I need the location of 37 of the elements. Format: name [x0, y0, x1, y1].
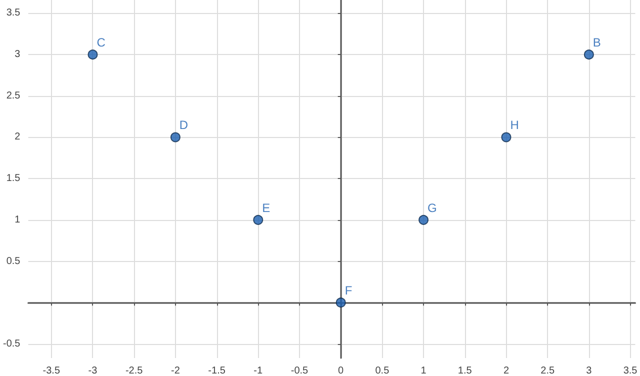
x-tick-label: -3	[88, 366, 98, 376]
y-tick-label: 2	[14, 132, 21, 143]
x-tick-label: -1	[254, 366, 264, 376]
annotation: H	[510, 118, 519, 132]
x-tick-label: 3	[586, 366, 592, 376]
annotation: C	[96, 36, 106, 50]
annotation: G	[428, 200, 437, 215]
y-tick-label: 3	[14, 49, 21, 60]
point	[418, 214, 429, 225]
annotation: E	[262, 200, 270, 215]
y-tick-label: 3.5	[6, 8, 21, 19]
x-tick-label: 0	[338, 366, 344, 376]
x-tick-label: -3.5	[42, 366, 60, 376]
x-tick-label: 2.5	[540, 366, 555, 376]
x-tick-label: 3.5	[623, 366, 638, 376]
x-tick-label: 2	[503, 366, 510, 376]
point	[170, 132, 180, 142]
y-tick-label: 1	[14, 214, 21, 226]
x-tick-label: -1.5	[208, 366, 226, 376]
annotation: D	[179, 118, 188, 132]
point	[336, 298, 346, 308]
x-tick-label: -0.5	[290, 366, 309, 376]
x-tick-label: -2.5	[125, 366, 144, 376]
point	[501, 132, 512, 142]
annotation: B	[592, 36, 601, 50]
point	[584, 50, 594, 60]
x-tick-label: 1.5	[458, 366, 472, 376]
point	[88, 50, 98, 60]
point	[253, 214, 264, 225]
y-tick-label: -0.5	[2, 338, 21, 350]
x-tick-label: -2	[170, 366, 180, 376]
annotation: F	[344, 284, 352, 298]
y-tick-label: 0.5	[6, 256, 21, 267]
x-tick-label: 1	[420, 366, 427, 376]
y-tick-label: 1.5	[6, 173, 21, 184]
x-tick-label: 0.5	[375, 366, 390, 376]
y-tick-label: 2.5	[6, 90, 21, 102]
